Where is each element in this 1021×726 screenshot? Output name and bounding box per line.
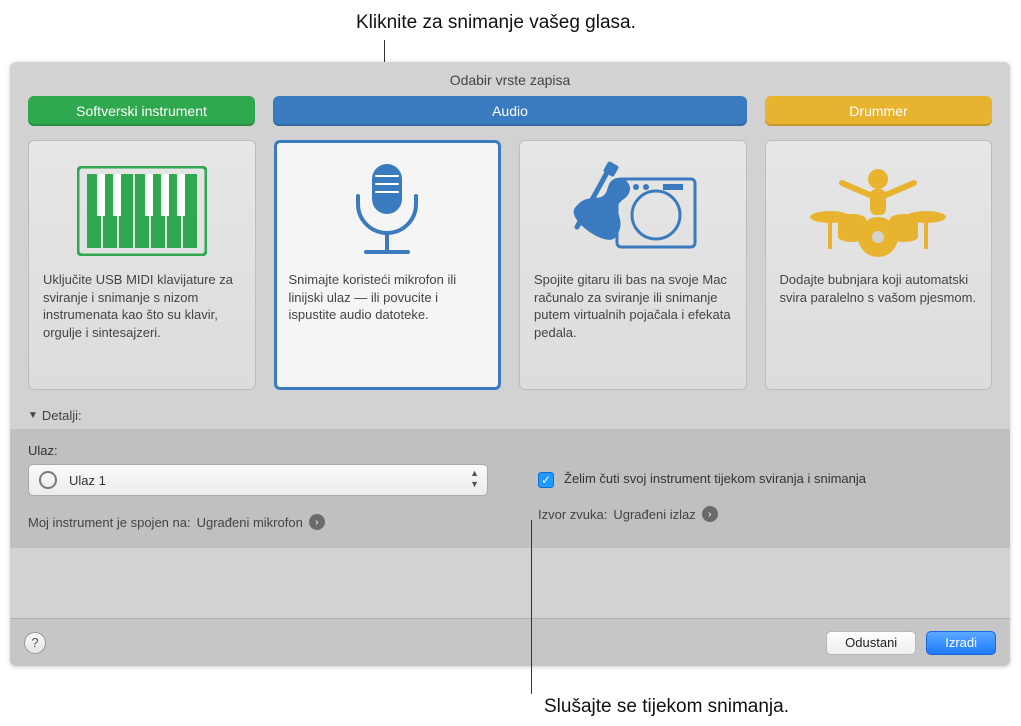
card-description: Uključite USB MIDI klavijature za sviran… bbox=[43, 271, 241, 341]
callout-line-bottom bbox=[531, 520, 532, 694]
dialog-footer: ? Odustani Izradi bbox=[10, 618, 1010, 666]
sound-output-row[interactable]: Izvor zvuka: Ugrađeni izlaz › bbox=[538, 506, 992, 522]
tab-software-instrument[interactable]: Softverski instrument bbox=[28, 96, 255, 126]
question-icon: ? bbox=[31, 635, 38, 650]
tab-label: Drummer bbox=[849, 103, 907, 119]
button-label: Odustani bbox=[845, 635, 897, 650]
tab-label: Softverski instrument bbox=[76, 103, 207, 119]
card-software-instrument[interactable]: Uključite USB MIDI klavijature za sviran… bbox=[28, 140, 256, 390]
card-description: Dodajte bubnjara koji automatski svira p… bbox=[780, 271, 978, 306]
keyboard-icon bbox=[43, 151, 241, 271]
input-selected-value: Ulaz 1 bbox=[69, 473, 106, 488]
input-label: Ulaz: bbox=[28, 443, 498, 458]
connected-value: Ugrađeni mikrofon bbox=[197, 515, 303, 530]
help-button[interactable]: ? bbox=[24, 632, 46, 654]
output-value: Ugrađeni izlaz bbox=[613, 507, 695, 522]
card-drummer[interactable]: Dodajte bubnjara koji automatski svira p… bbox=[765, 140, 993, 390]
card-description: Snimajte koristeći mikrofon ili linijski… bbox=[289, 271, 487, 324]
dialog-title: Odabir vrste zapisa bbox=[10, 62, 1010, 96]
microphone-icon bbox=[289, 151, 487, 271]
card-description: Spojite gitaru ili bas na svoje Mac raču… bbox=[534, 271, 732, 341]
details-label: Detalji: bbox=[42, 408, 82, 423]
cancel-button[interactable]: Odustani bbox=[826, 631, 916, 655]
tab-label: Audio bbox=[492, 103, 528, 119]
instrument-connected-row[interactable]: Moj instrument je spojen na: Ugrađeni mi… bbox=[28, 514, 498, 530]
callout-bottom-text: Slušajte se tijekom snimanja. bbox=[544, 696, 789, 718]
input-select[interactable]: Ulaz 1 ▲▼ bbox=[28, 464, 488, 496]
track-type-cards: Uključite USB MIDI klavijature za sviran… bbox=[10, 126, 1010, 400]
output-label: Izvor zvuka: bbox=[538, 507, 607, 522]
create-button[interactable]: Izradi bbox=[926, 631, 996, 655]
callout-top-text: Kliknite za snimanje vašeg glasa. bbox=[356, 12, 636, 34]
monitor-checkbox[interactable]: ✓ bbox=[538, 472, 554, 488]
arrow-right-circle-icon: › bbox=[702, 506, 718, 522]
monitor-checkbox-label: Želim čuti svoj instrument tijekom svira… bbox=[564, 471, 866, 486]
card-audio-guitar[interactable]: Spojite gitaru ili bas na svoje Mac raču… bbox=[519, 140, 747, 390]
new-track-dialog: Odabir vrste zapisa Softverski instrumen… bbox=[10, 62, 1010, 666]
track-type-tabs: Softverski instrument Audio Drummer bbox=[10, 96, 1010, 126]
tab-drummer[interactable]: Drummer bbox=[765, 96, 992, 126]
details-panel: Ulaz: Ulaz 1 ▲▼ Moj instrument je spojen… bbox=[10, 429, 1010, 548]
card-audio-mic[interactable]: Snimajte koristeći mikrofon ili linijski… bbox=[274, 140, 502, 390]
updown-chevron-icon: ▲▼ bbox=[470, 469, 479, 489]
drummer-icon bbox=[780, 151, 978, 271]
details-disclosure[interactable]: ▼ Detalji: bbox=[10, 400, 1010, 429]
tab-audio[interactable]: Audio bbox=[273, 96, 747, 126]
guitar-amp-icon bbox=[534, 151, 732, 271]
button-label: Izradi bbox=[945, 635, 977, 650]
triangle-down-icon: ▼ bbox=[28, 410, 38, 421]
input-circle-icon bbox=[39, 471, 57, 489]
connected-label: Moj instrument je spojen na: bbox=[28, 515, 191, 530]
arrow-right-circle-icon: › bbox=[309, 514, 325, 530]
